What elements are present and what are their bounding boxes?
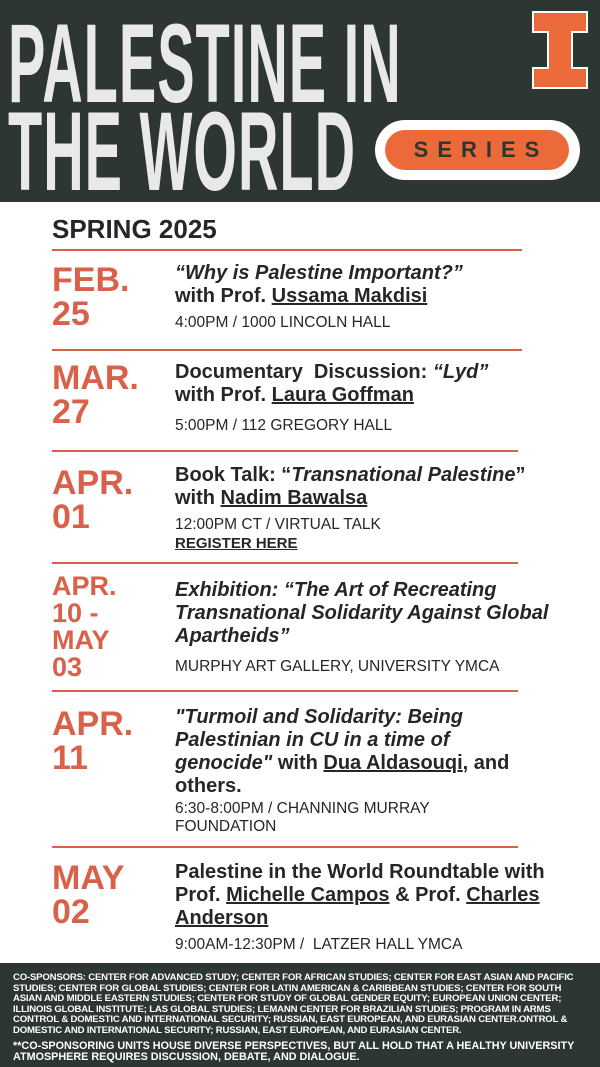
event-date: APR. 10 - MAY 03 [52, 571, 117, 682]
event-date: MAR. 27 [52, 359, 139, 431]
divider [52, 349, 522, 351]
series-label: SERIES [385, 130, 569, 170]
event-info: 5:00PM / 112 GREGORY HALL [175, 417, 393, 434]
event-info: 9:00AM-12:30PM / LATZER HALL YMCA [175, 936, 463, 953]
event-info: 6:30-8:00PM / CHANNING MURRAY FOUNDATION [175, 800, 430, 835]
speaker-link[interactable]: Ussama Makdisi [271, 285, 428, 307]
event-title: "Turmoil and Solidarity: Being Palestini… [175, 706, 510, 797]
event-title: Exhibition: “The Art of Recreating Trans… [175, 579, 549, 647]
speaker-link[interactable]: Laura Goffman [271, 384, 414, 406]
speaker-link[interactable]: Nadim Bawalsa [220, 487, 368, 509]
divider [52, 690, 518, 692]
speaker-link[interactable]: Charles Anderson [175, 884, 540, 929]
event-date: FEB. 25 [52, 261, 130, 333]
event-title: “Why is Palestine Important?” with Prof. … [175, 262, 463, 307]
series-badge: SERIES [375, 120, 580, 180]
event-title: Documentary Discussion: “Lyd” with Prof. … [175, 361, 489, 406]
divider [52, 249, 522, 251]
speaker-link[interactable]: Dua Aldasouqi [323, 752, 463, 774]
footer-sponsors: CO-SPONSORS: CENTER FOR ADVANCED STUDY; … [0, 963, 600, 1067]
title-line-1: PALESTINE IN [8, 1, 402, 126]
divider [52, 846, 518, 848]
event-info: 12:00PM CT / VIRTUAL TALK [175, 516, 381, 533]
event-date: APR. 11 [52, 705, 134, 777]
sponsors-text: CO-SPONSORS: CENTER FOR ADVANCED STUDY; … [13, 972, 574, 1036]
event-date: MAY 02 [52, 859, 125, 931]
event-info: 4:00PM / 1000 LINCOLN HALL [175, 314, 391, 331]
speaker-link[interactable]: Michelle Campos [226, 884, 390, 906]
illinois-logo-icon [532, 11, 588, 89]
title-line-2: THE WORLD [8, 89, 357, 214]
disclaimer-text: **CO-SPONSORING UNITS HOUSE DIVERSE PERS… [13, 1039, 575, 1064]
event-title: Palestine in the World Roundtable with P… [175, 861, 545, 929]
event-title: Book Talk: “Transnational Palestine” with… [175, 464, 526, 509]
divider [52, 450, 518, 452]
register-link[interactable]: REGISTER HERE [175, 535, 298, 552]
event-date: APR. 01 [52, 464, 134, 536]
season-heading: SPRING 2025 [52, 214, 217, 244]
event-info: MURPHY ART GALLERY, UNIVERSITY YMCA [175, 658, 500, 675]
divider [52, 562, 518, 564]
header-banner: PALESTINE IN THE WORLD SERIES [0, 0, 600, 208]
